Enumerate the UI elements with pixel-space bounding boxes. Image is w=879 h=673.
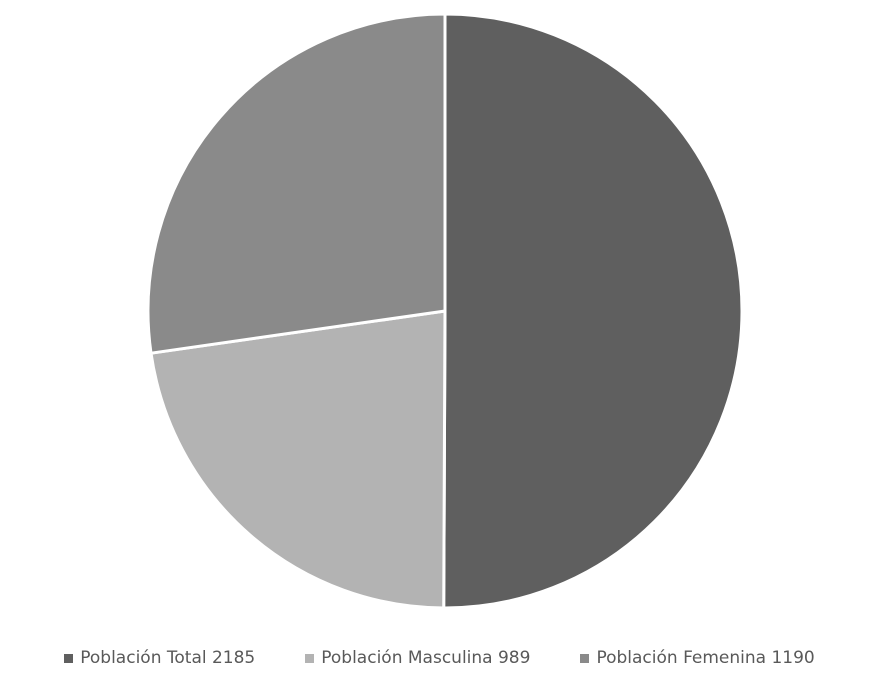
legend-item-2: Población Masculina 989 bbox=[305, 648, 530, 668]
pie-slice-2 bbox=[149, 309, 447, 610]
legend-swatch bbox=[305, 653, 315, 663]
pie-slice-1 bbox=[442, 12, 744, 610]
legend-swatch bbox=[580, 653, 590, 663]
pie-plot-area bbox=[146, 12, 744, 610]
legend-label: Población Femenina 1190 bbox=[596, 648, 815, 668]
legend-swatch bbox=[64, 653, 74, 663]
legend-item-1: Población Total 2185 bbox=[64, 648, 255, 668]
pie-slice-3 bbox=[146, 12, 447, 355]
legend-label: Población Total 2185 bbox=[80, 648, 256, 668]
legend: Población Total 2185 Población Masculina … bbox=[0, 648, 879, 668]
legend-label: Población Masculina 989 bbox=[321, 648, 531, 668]
legend-item-3: Población Femenina 1190 bbox=[580, 648, 815, 668]
